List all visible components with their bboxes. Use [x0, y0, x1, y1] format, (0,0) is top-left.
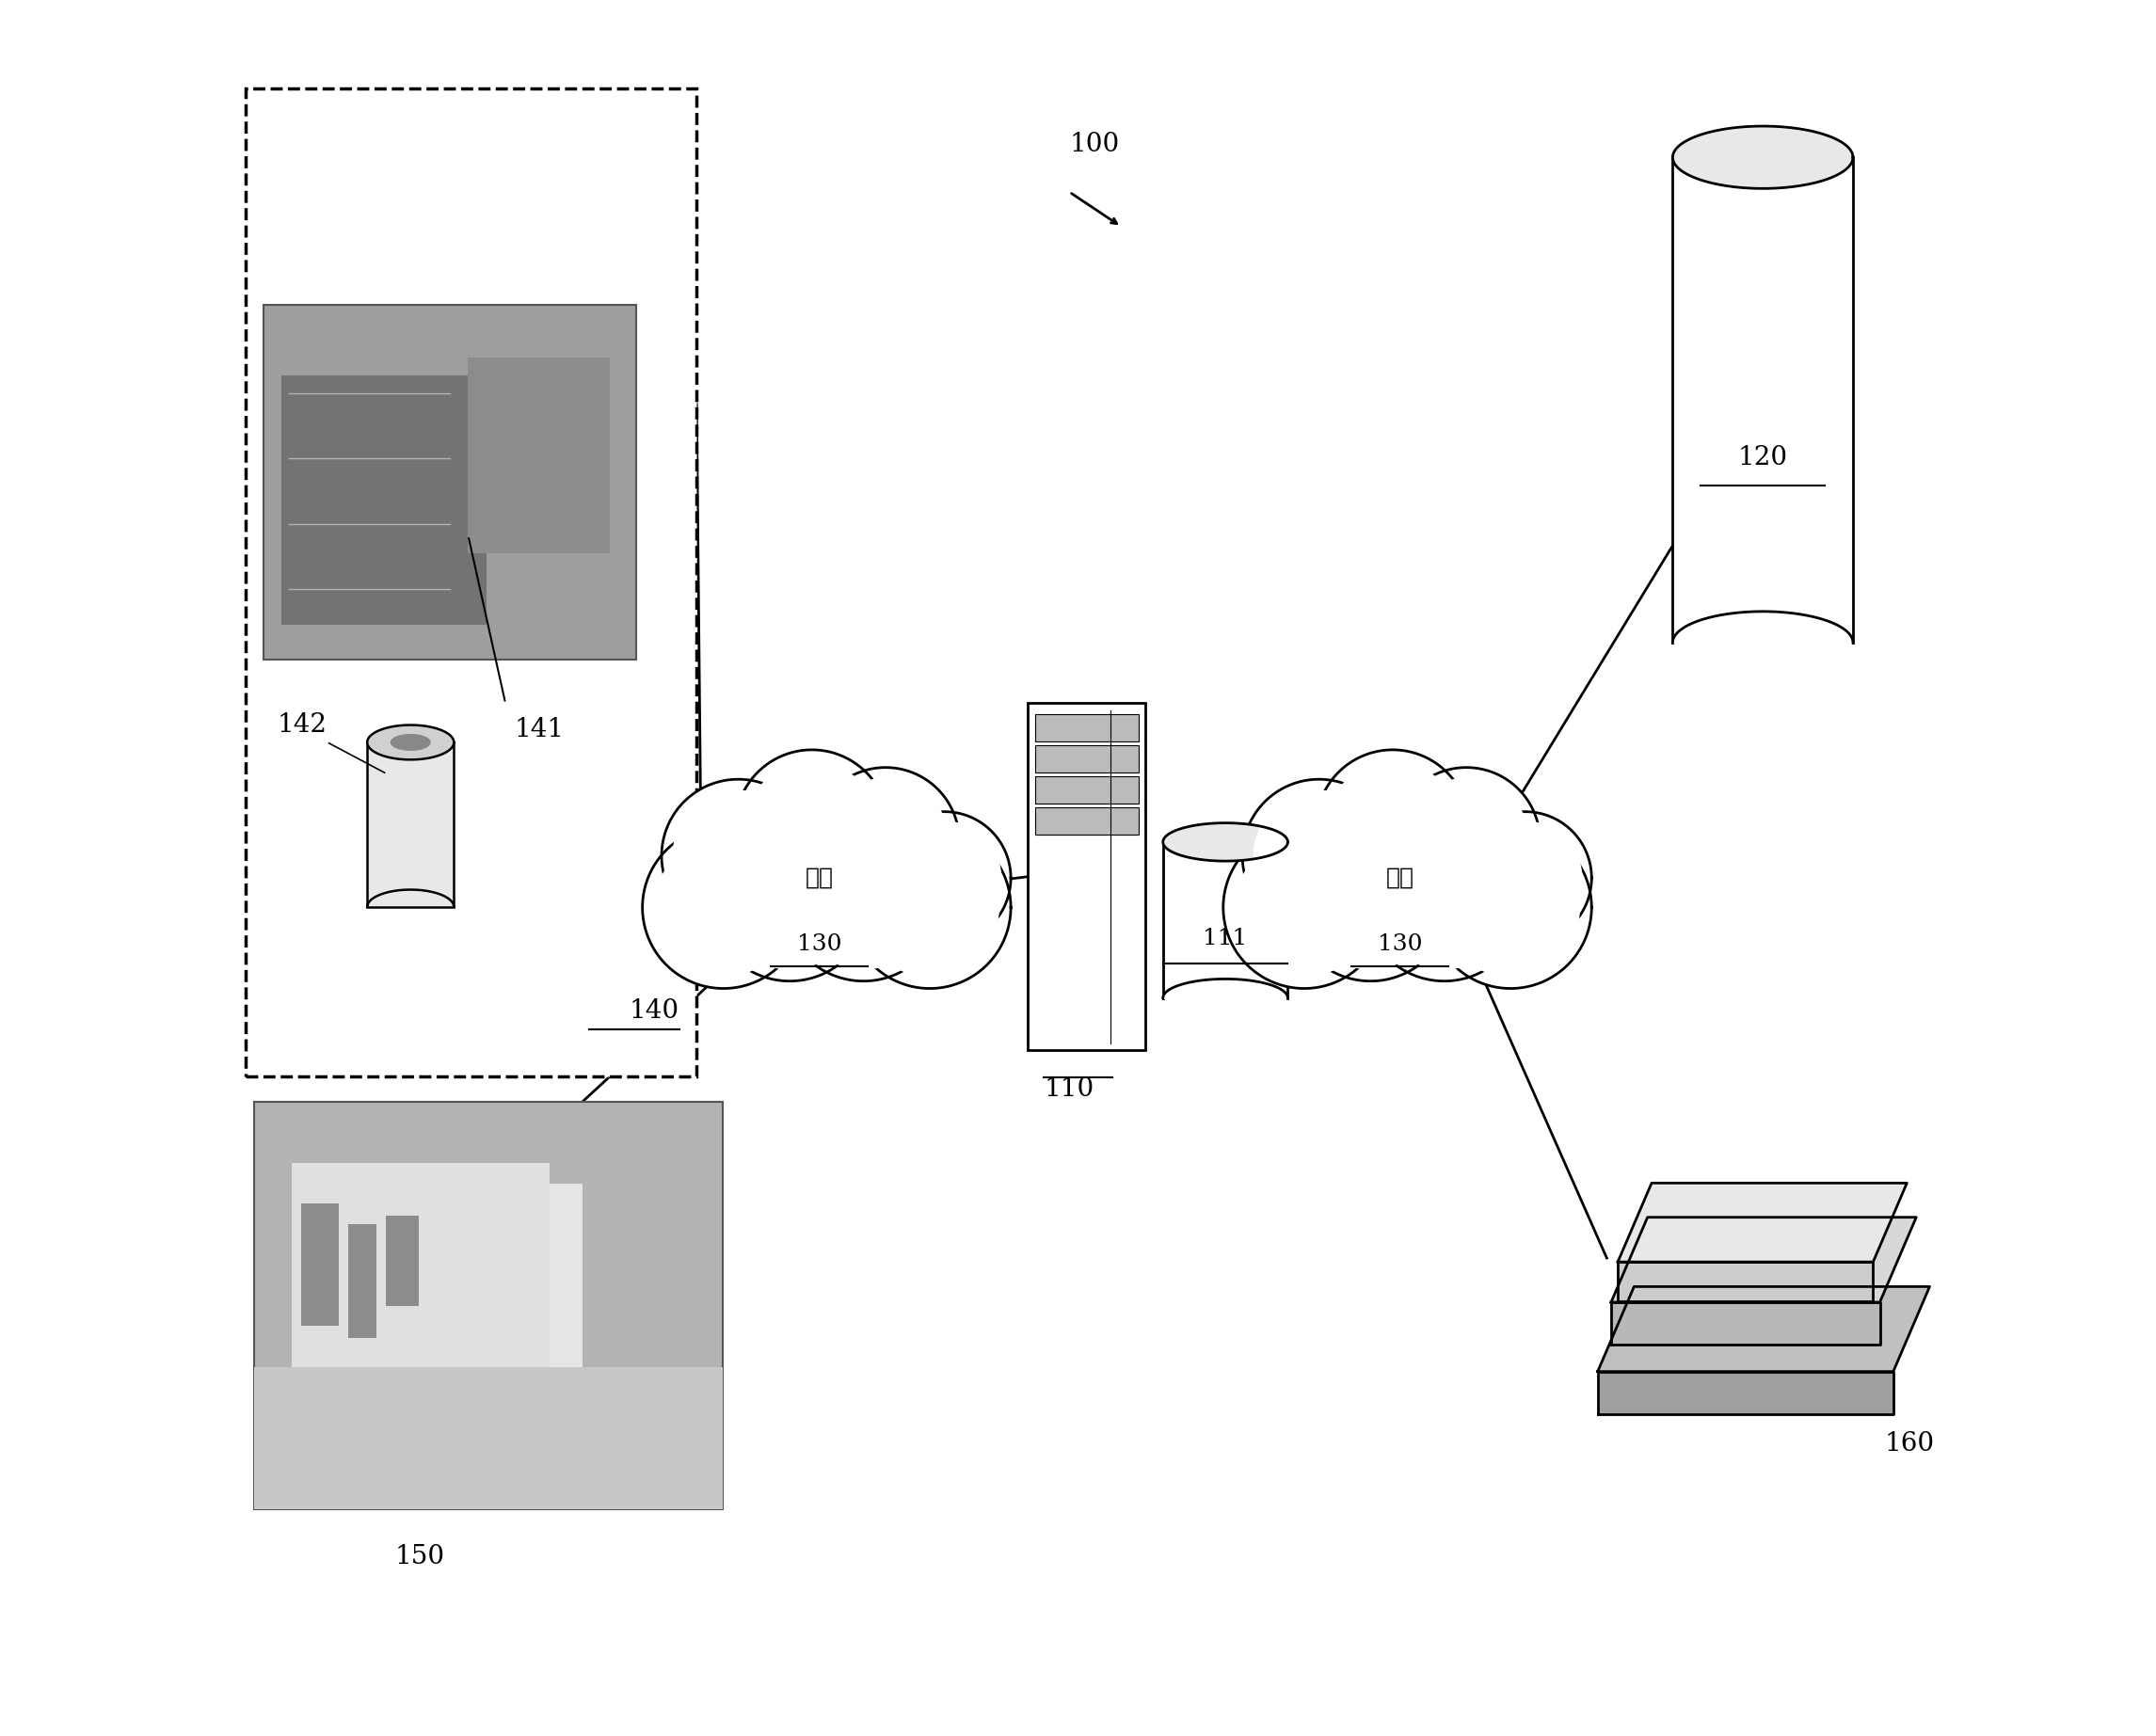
Bar [254, 1366, 722, 1509]
Text: 130: 130 [1378, 934, 1423, 955]
Polygon shape [1429, 826, 1591, 988]
Bar [1035, 807, 1138, 835]
Polygon shape [367, 726, 455, 760]
Polygon shape [735, 750, 888, 903]
Polygon shape [796, 832, 931, 969]
Bar [302, 1184, 582, 1387]
Polygon shape [1673, 127, 1852, 189]
Bar [386, 1215, 418, 1305]
Polygon shape [1222, 826, 1386, 988]
Text: 110: 110 [1044, 1076, 1095, 1101]
Bar [1035, 713, 1138, 741]
Polygon shape [860, 838, 998, 976]
Polygon shape [1162, 823, 1287, 861]
Polygon shape [1376, 832, 1514, 969]
Polygon shape [1255, 790, 1384, 922]
Text: 140: 140 [630, 998, 679, 1024]
Text: 150: 150 [395, 1543, 444, 1569]
Polygon shape [1302, 832, 1440, 969]
Text: 网络: 网络 [1386, 866, 1414, 889]
Polygon shape [1468, 821, 1583, 934]
Bar [367, 743, 455, 906]
Bar [282, 375, 487, 625]
Polygon shape [1598, 1286, 1930, 1371]
Polygon shape [1393, 767, 1539, 915]
Polygon shape [1460, 812, 1591, 944]
Polygon shape [1617, 1182, 1906, 1262]
Polygon shape [1328, 762, 1457, 892]
Polygon shape [1673, 611, 1852, 642]
Polygon shape [1598, 1371, 1893, 1415]
Polygon shape [709, 819, 871, 981]
Bar [302, 1203, 338, 1326]
Bar [246, 89, 696, 1076]
Bar [291, 1163, 550, 1366]
Polygon shape [1611, 1302, 1880, 1345]
Bar [468, 358, 610, 554]
Polygon shape [849, 826, 1011, 988]
Polygon shape [1162, 979, 1287, 998]
Polygon shape [824, 778, 949, 904]
Text: 120: 120 [1738, 446, 1787, 470]
Polygon shape [1617, 1262, 1874, 1302]
Polygon shape [1611, 1217, 1917, 1302]
Bar [1028, 703, 1145, 1050]
Polygon shape [1235, 838, 1373, 976]
Polygon shape [877, 812, 1011, 944]
Text: 160: 160 [1884, 1432, 1934, 1457]
Polygon shape [390, 734, 429, 750]
Bar [1162, 842, 1287, 998]
Polygon shape [1289, 819, 1451, 981]
Polygon shape [1363, 819, 1524, 981]
Text: 111: 111 [1203, 929, 1248, 950]
Polygon shape [746, 762, 877, 892]
Polygon shape [673, 790, 804, 922]
Bar [347, 1224, 375, 1338]
Polygon shape [1242, 779, 1395, 932]
Text: 141: 141 [513, 717, 565, 743]
Text: 142: 142 [276, 712, 328, 738]
Bar [254, 1102, 722, 1509]
Bar [263, 304, 636, 660]
Text: 130: 130 [798, 934, 841, 955]
Polygon shape [1404, 778, 1529, 904]
Polygon shape [783, 819, 944, 981]
Polygon shape [1442, 838, 1580, 976]
Polygon shape [813, 767, 959, 915]
Polygon shape [720, 832, 858, 969]
Polygon shape [888, 821, 1000, 934]
Polygon shape [1315, 750, 1468, 903]
Bar [1035, 776, 1138, 804]
Text: 100: 100 [1069, 132, 1119, 156]
Text: 网络: 网络 [804, 866, 834, 889]
Polygon shape [655, 838, 793, 976]
Bar [300, 375, 524, 554]
Bar [1035, 745, 1138, 773]
Bar [1673, 158, 1852, 642]
Polygon shape [642, 826, 804, 988]
Polygon shape [662, 779, 815, 932]
